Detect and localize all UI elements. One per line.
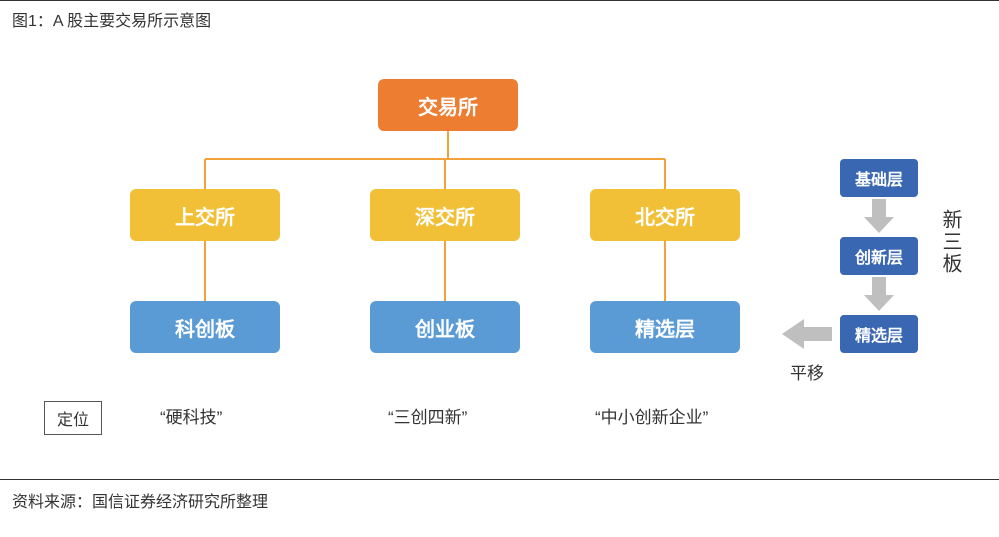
label-hard-tech: “硬科技” bbox=[160, 403, 222, 428]
node-neeq-innov: 创新层 bbox=[840, 237, 918, 275]
diagram-canvas: 交易所 上交所 深交所 北交所 科创板 创业板 精选层 基础层 创新层 精选层 … bbox=[0, 39, 999, 479]
arrow-left-icon bbox=[782, 319, 832, 349]
node-sse: 上交所 bbox=[130, 189, 280, 241]
label-three-four: “三创四新” bbox=[388, 403, 467, 428]
node-szse: 深交所 bbox=[370, 189, 520, 241]
node-bse: 北交所 bbox=[590, 189, 740, 241]
node-gem: 创业板 bbox=[370, 301, 520, 353]
node-select: 精选层 bbox=[590, 301, 740, 353]
figure-title: 图1：A 股主要交易所示意图 bbox=[0, 0, 999, 39]
label-neeq-title: 新三板 bbox=[936, 209, 965, 275]
label-sme-innov: “中小创新企业” bbox=[595, 403, 708, 428]
positioning-tag: 定位 bbox=[44, 401, 102, 435]
label-transfer: 平移 bbox=[790, 359, 824, 384]
arrow-down-icon bbox=[864, 199, 894, 233]
node-neeq-select: 精选层 bbox=[840, 315, 918, 353]
node-star: 科创板 bbox=[130, 301, 280, 353]
arrow-down-icon bbox=[864, 277, 894, 311]
figure-source: 资料来源：国信证券经济研究所整理 bbox=[0, 479, 999, 520]
node-neeq-base: 基础层 bbox=[840, 159, 918, 197]
node-exchange-root: 交易所 bbox=[378, 79, 518, 131]
